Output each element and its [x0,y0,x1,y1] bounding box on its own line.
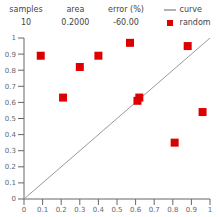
svg-text:1: 1 [208,206,212,214]
svg-text:0: 0 [22,206,26,214]
svg-text:0.1: 0.1 [8,179,16,187]
svg-text:0.4: 0.4 [8,131,17,139]
svg-text:0.1: 0.1 [37,206,48,214]
svg-text:0.9: 0.9 [186,206,197,214]
svg-text:0.5: 0.5 [8,115,16,123]
html-text:random: random [179,18,211,27]
html-text:error (%): error (%) [108,5,144,14]
html-text:curve: curve [179,5,202,14]
svg-text:0.8: 0.8 [8,67,16,75]
html-text:10: 10 [20,18,32,27]
svg-text:0.3: 0.3 [8,147,16,155]
html-text:-60.00: -60.00 [113,18,139,27]
svg-text:0.9: 0.9 [8,51,16,59]
svg-text:0: 0 [12,195,16,203]
svg-text:0.4: 0.4 [93,206,105,214]
svg-text:0.7: 0.7 [149,206,160,214]
svg-text:0.8: 0.8 [167,206,178,214]
svg-text:0.6: 0.6 [8,99,17,107]
svg-text:0.2: 0.2 [8,163,16,171]
html-text:samples: samples [9,5,43,14]
svg-text:0.7: 0.7 [8,83,16,91]
svg-text:0.6: 0.6 [130,206,142,214]
svg-text:0.5: 0.5 [111,206,122,214]
svg-text:1: 1 [12,34,16,42]
html-text:0.2000: 0.2000 [61,18,90,27]
html-text:area: area [66,5,85,14]
svg-text:0.2: 0.2 [56,206,67,214]
svg-text:0.3: 0.3 [74,206,85,214]
